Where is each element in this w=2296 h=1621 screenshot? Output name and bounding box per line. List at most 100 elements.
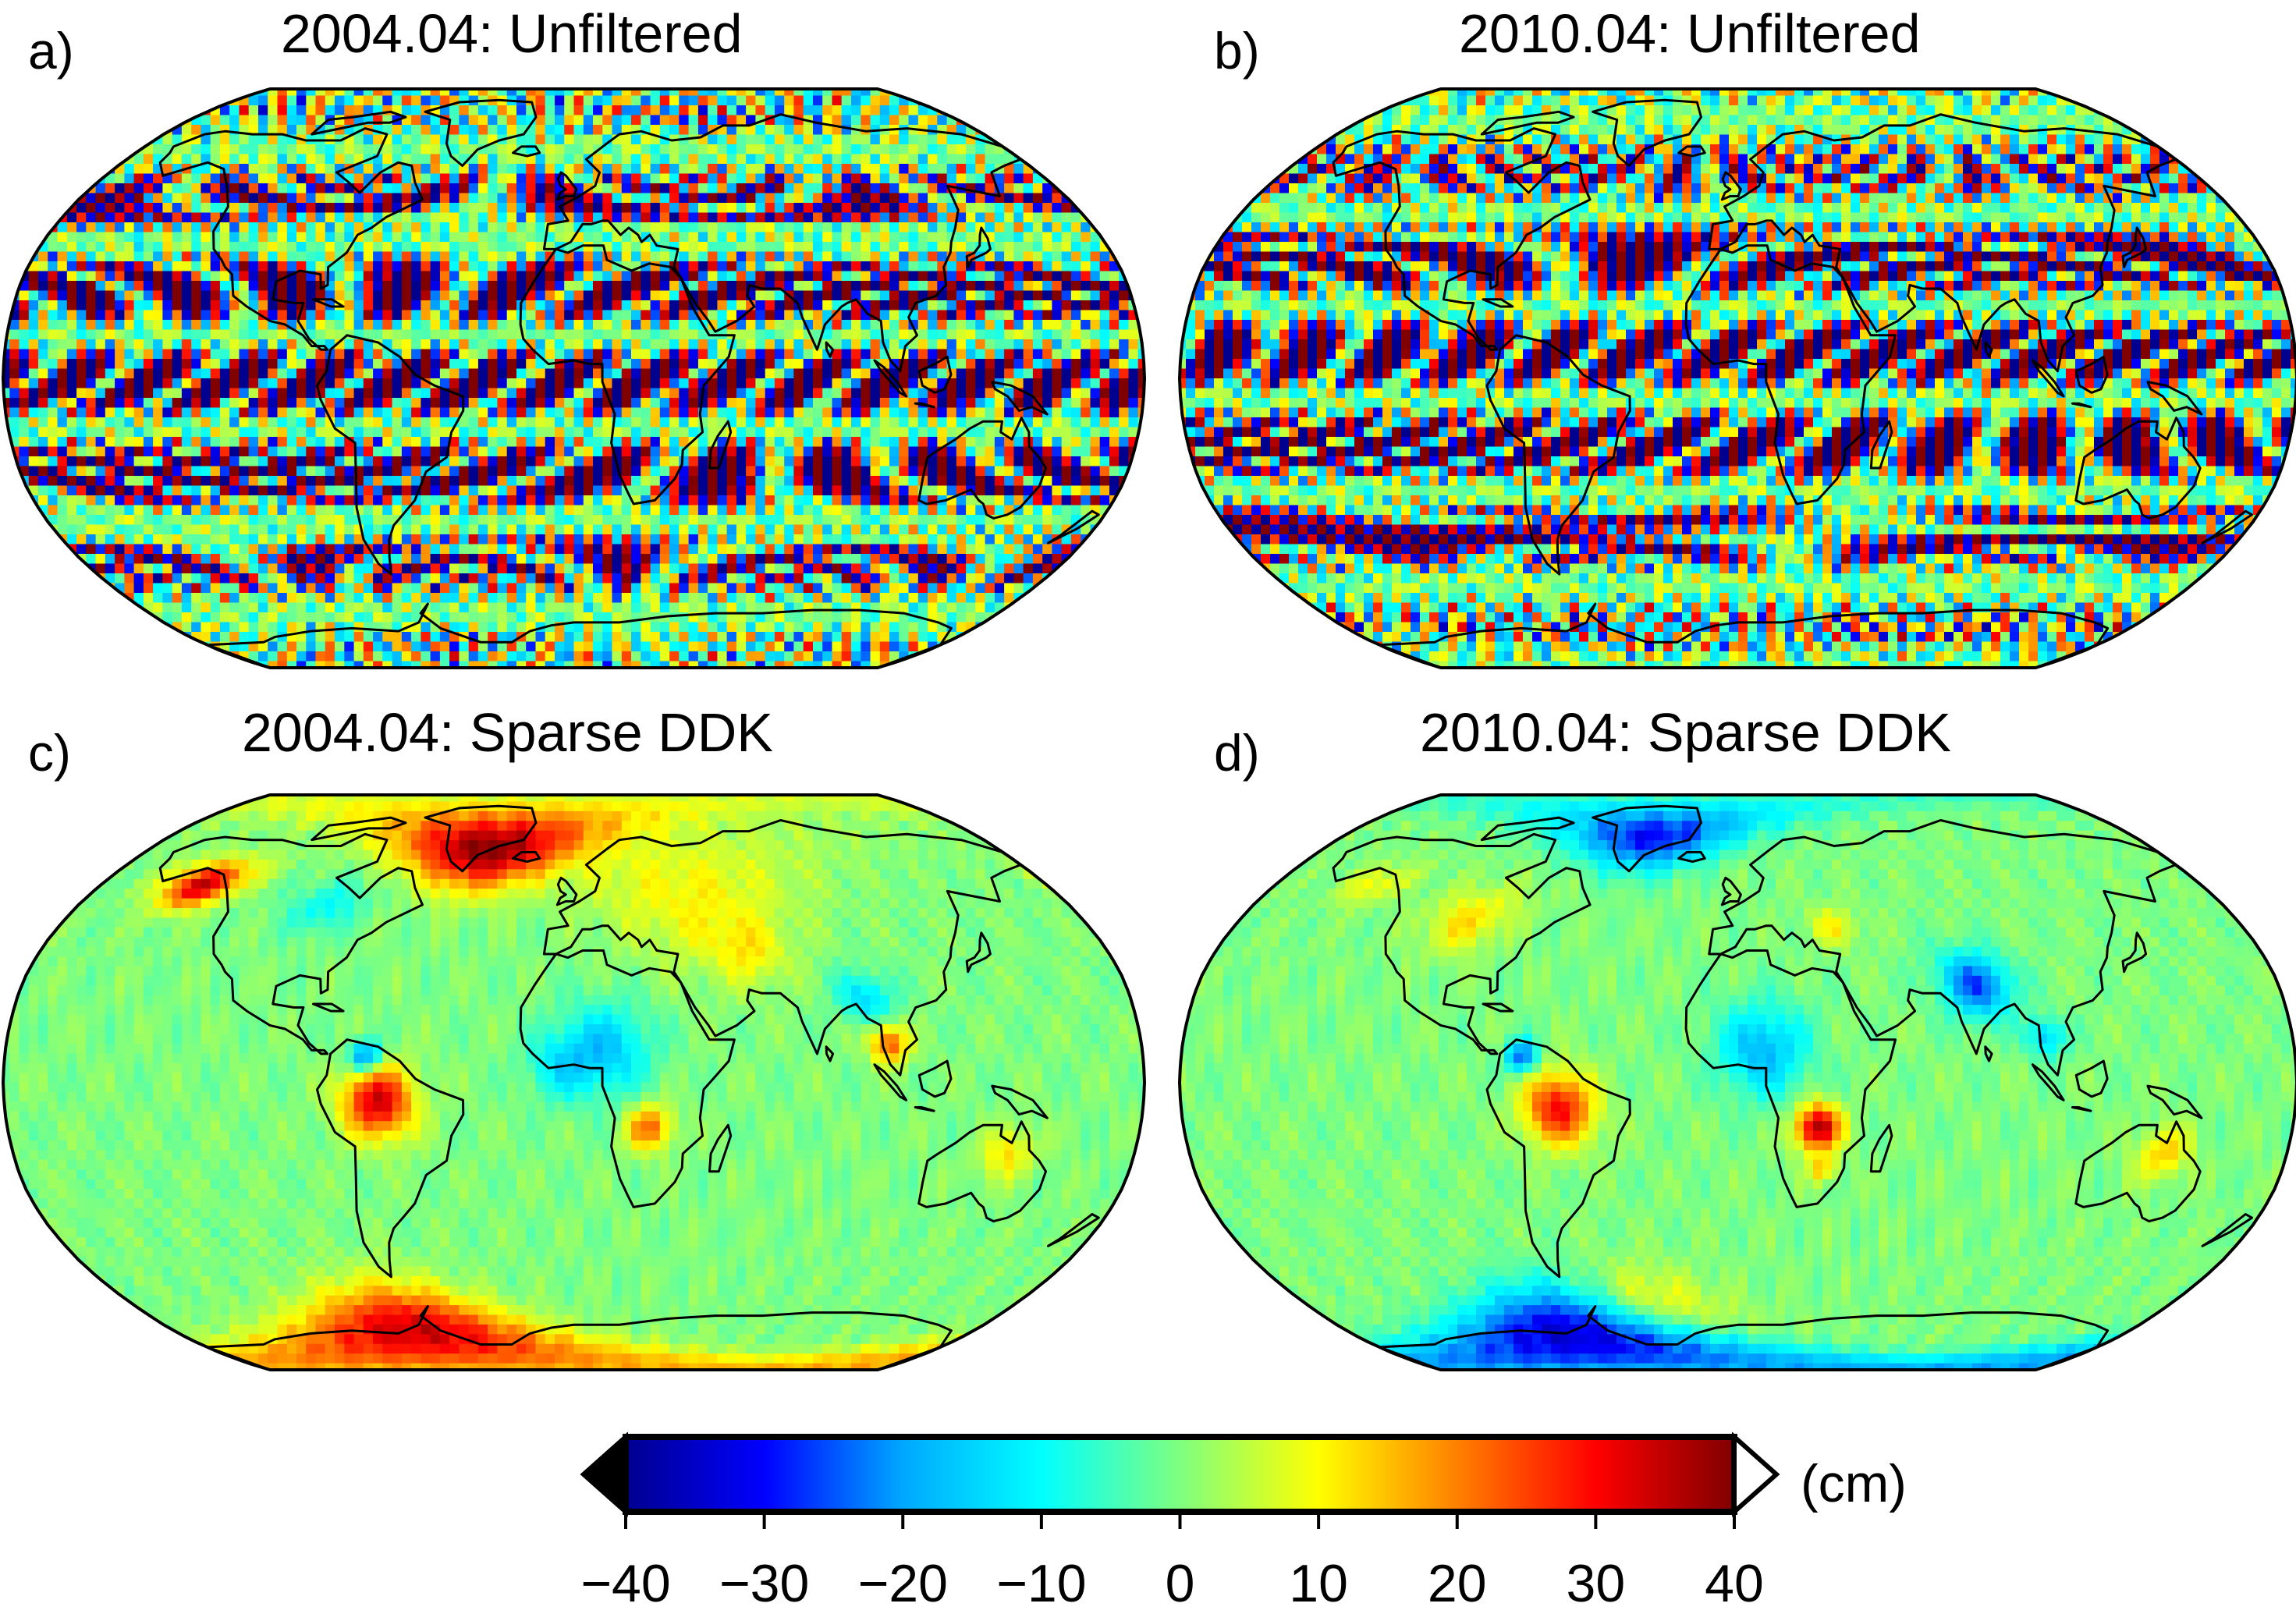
coastline-13 <box>917 355 953 394</box>
colorbar-tick-label: 0 <box>1166 1557 1195 1610</box>
coastline-5 <box>917 417 1047 520</box>
coastlines <box>1332 98 2253 668</box>
coastline-2 <box>316 1038 465 1279</box>
coastline-15 <box>312 298 345 308</box>
map-panel-c: c) 2004.04: Sparse DDK <box>0 702 1148 1420</box>
coastline-9 <box>708 1123 733 1173</box>
coastline-7 <box>555 876 578 906</box>
coastline-10 <box>2031 359 2065 398</box>
coastline-6 <box>206 1305 953 1370</box>
colorbar-tick-label: 40 <box>1705 1557 1764 1610</box>
panel-title-a: 2004.04: Unfiltered <box>281 6 743 61</box>
map-panel-a: a) 2004.04: Unfiltered <box>0 0 1148 718</box>
coastline-2 <box>1485 334 1631 576</box>
coastline-16 <box>1047 1213 1100 1247</box>
colorbar-tick-label: 30 <box>1567 1557 1626 1610</box>
coastlines <box>1332 804 2253 1370</box>
robinson-map-a <box>1 87 1147 669</box>
coastline-4 <box>519 244 736 505</box>
coastline-5 <box>2074 417 2202 520</box>
coastline-18 <box>1984 1045 1993 1062</box>
colorbar-under-triangle <box>580 1431 628 1517</box>
coastline-4 <box>519 949 736 1208</box>
panel-letter-d: d) <box>1214 727 1260 779</box>
robinson-map-c <box>1 793 1147 1371</box>
map-panel-b: b) 2010.04: Unfiltered <box>1170 0 2296 718</box>
coastline-7 <box>1720 171 1742 201</box>
coastline-1 <box>1592 804 1702 873</box>
coastline-0 <box>1332 832 1592 1055</box>
coastlines <box>158 98 1100 668</box>
coastline-14 <box>512 145 541 158</box>
coastline-1 <box>1592 98 1702 167</box>
colorbar-unit-label: (cm) <box>1801 1457 1907 1510</box>
panel-title-c: 2004.04: Sparse DDK <box>242 705 773 760</box>
coastline-4 <box>1684 949 1897 1208</box>
coastline-0 <box>158 127 424 351</box>
coastline-17 <box>1480 816 1575 842</box>
coastline-3 <box>542 819 1022 1077</box>
map-outline <box>1 87 1147 669</box>
coastline-1 <box>424 98 538 167</box>
coastline-6 <box>1378 1305 2110 1370</box>
coastline-3 <box>1708 113 2177 373</box>
coastline-6 <box>1378 602 2110 668</box>
coastline-18 <box>825 1045 835 1062</box>
coastline-3 <box>1708 819 2177 1077</box>
colorbar-over-triangle <box>1732 1431 1780 1517</box>
coastline-2 <box>1485 1038 1631 1279</box>
coastline-0 <box>1332 127 1592 351</box>
colorbar: −40 −30 −20 −10 0 10 20 30 40 (cm) <box>0 1420 2296 1621</box>
colorbar-graphic <box>580 1431 1780 1529</box>
coastline-1 <box>424 804 538 873</box>
coastline-8 <box>2121 931 2148 974</box>
coastline-12 <box>991 381 1049 416</box>
coastline-13 <box>2074 355 2109 394</box>
coastline-10 <box>2031 1063 2065 1101</box>
colorbar-tick-label: 20 <box>1428 1557 1487 1610</box>
coastline-9 <box>1869 1123 1893 1173</box>
coastline-11 <box>2071 1106 2092 1112</box>
coastline-16 <box>1047 509 1100 544</box>
coastline-18 <box>825 341 835 358</box>
colorbar-tick-label: 10 <box>1289 1557 1348 1610</box>
coastline-12 <box>991 1084 1049 1119</box>
coastline-15 <box>1482 1002 1514 1013</box>
coastline-13 <box>917 1059 953 1098</box>
coastline-2 <box>316 334 465 576</box>
coastline-10 <box>873 1063 908 1101</box>
coastline-15 <box>312 1002 345 1013</box>
coastline-6 <box>206 602 953 668</box>
coastline-11 <box>914 402 935 409</box>
colorbar-tick-label: −10 <box>996 1557 1086 1610</box>
coastline-5 <box>2074 1120 2202 1223</box>
coastlines <box>158 804 1100 1370</box>
panel-letter-c: c) <box>28 727 71 779</box>
coastline-16 <box>2201 509 2253 544</box>
map-panel-d: d) 2010.04: Sparse DDK <box>1170 702 2296 1420</box>
coastline-4 <box>1684 244 1897 505</box>
coastline-14 <box>512 850 541 863</box>
coastline-10 <box>873 359 908 398</box>
coastline-11 <box>914 1106 935 1112</box>
coastline-17 <box>311 110 407 136</box>
map-outline <box>1 793 1147 1371</box>
map-outline <box>1177 87 2296 669</box>
panel-letter-b: b) <box>1214 25 1260 76</box>
coastline-12 <box>2146 381 2203 416</box>
coastline-8 <box>965 931 992 974</box>
coastline-18 <box>1984 341 1993 358</box>
panel-title-b: 2010.04: Unfiltered <box>1459 6 1921 61</box>
map-outline <box>1177 793 2296 1371</box>
coastline-14 <box>1677 850 1706 863</box>
colorbar-tick-label: −40 <box>580 1557 670 1610</box>
colorbar-gradient <box>623 1434 1737 1515</box>
panel-letter-a: a) <box>28 25 74 76</box>
coastline-9 <box>1869 420 1893 470</box>
coastline-7 <box>555 171 578 201</box>
coastline-3 <box>542 113 1022 373</box>
coastline-7 <box>1720 876 1742 906</box>
robinson-map-d <box>1177 793 2296 1371</box>
colorbar-tick-label: −30 <box>719 1557 809 1610</box>
coastline-8 <box>2121 226 2148 268</box>
